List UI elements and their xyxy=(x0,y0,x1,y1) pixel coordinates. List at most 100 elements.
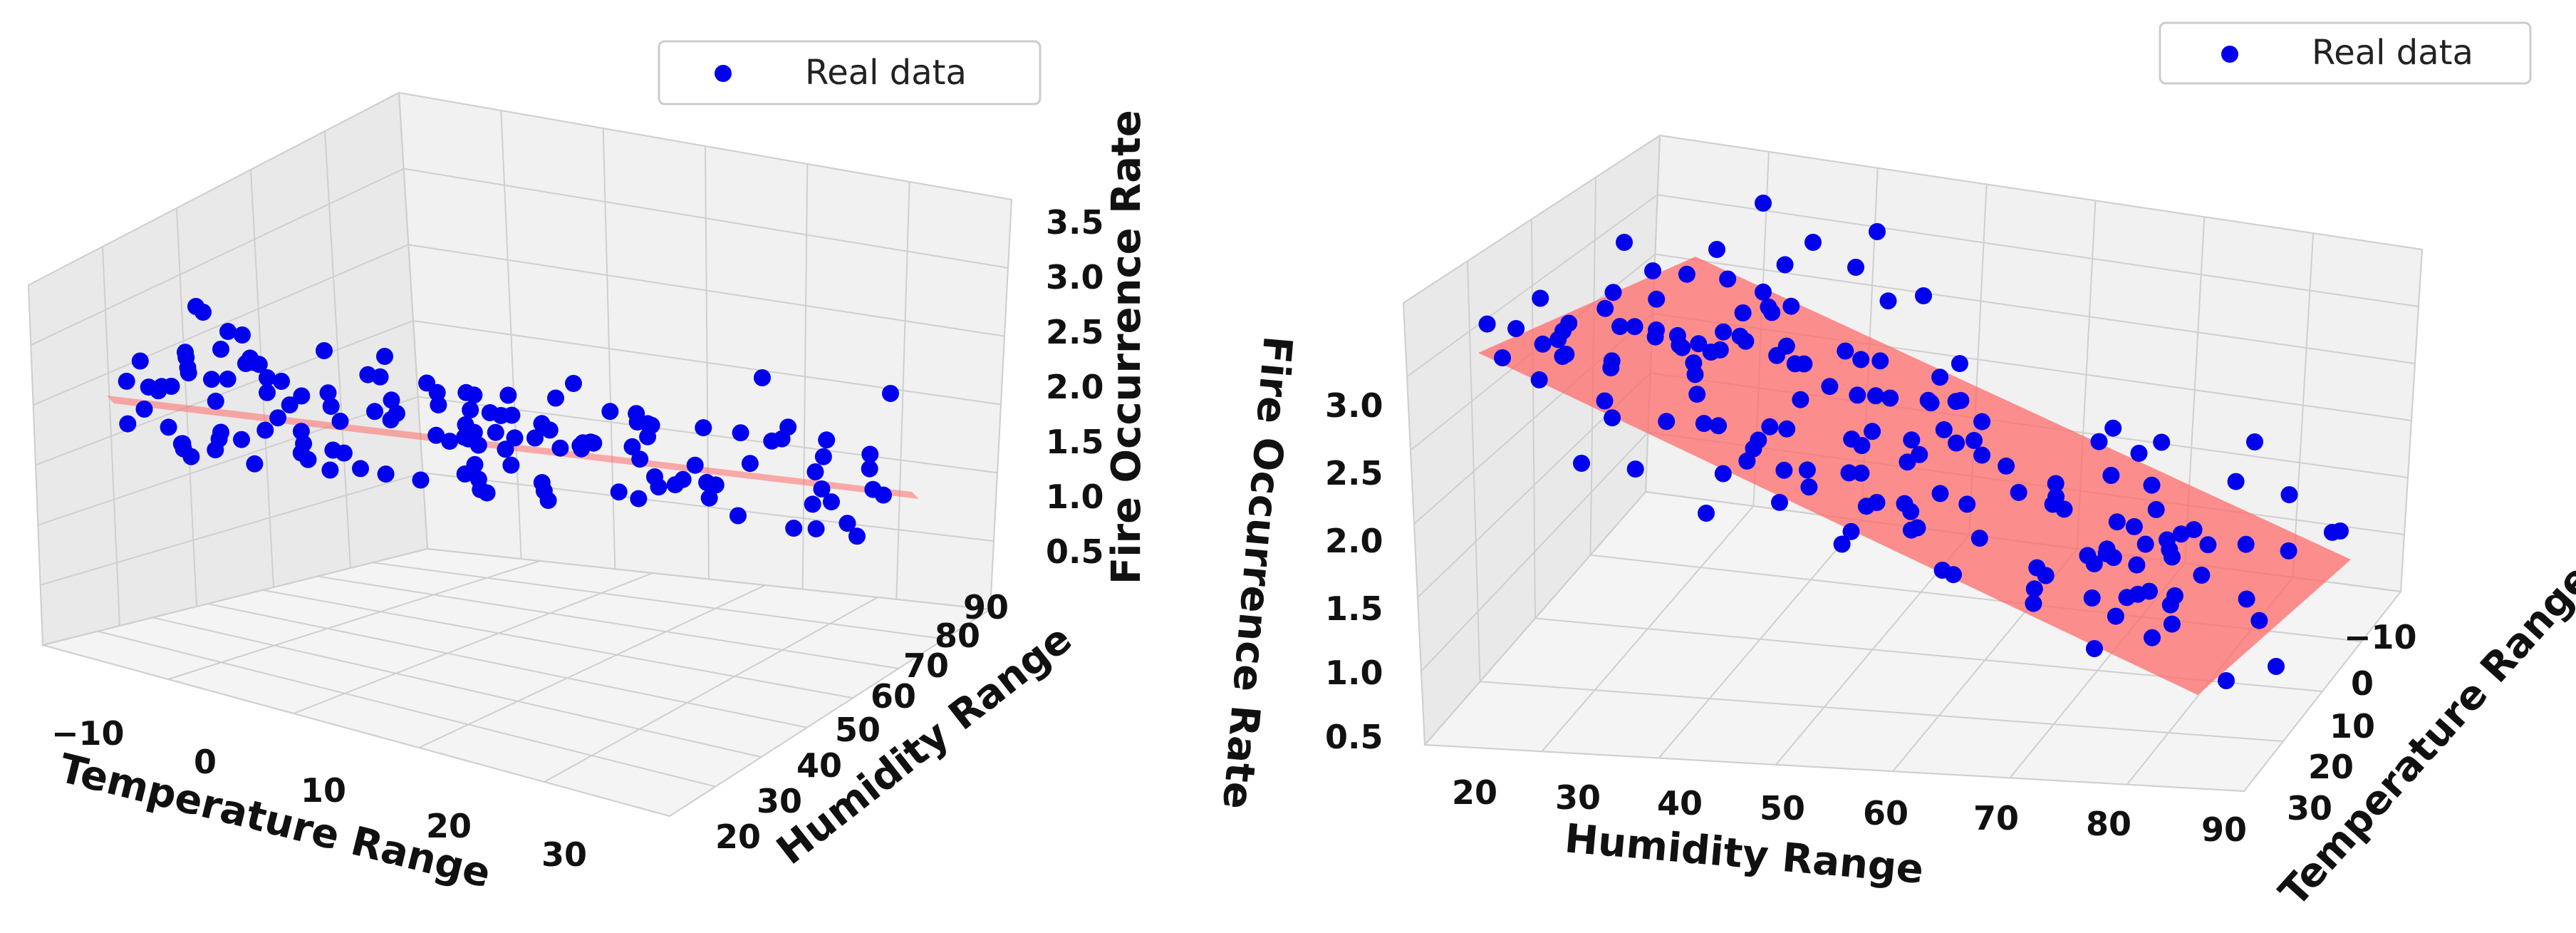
right-ztick: 3.0 xyxy=(1325,386,1383,425)
left-ztick: 0.5 xyxy=(1046,532,1104,571)
right-data-point xyxy=(1686,366,1704,383)
right-data-point xyxy=(2153,433,2171,451)
left-ztick: 3.5 xyxy=(1046,203,1104,242)
right-data-point xyxy=(1714,465,1732,483)
left-data-point xyxy=(643,416,660,434)
left-data-point xyxy=(864,480,882,498)
right-data-point xyxy=(1867,387,1884,405)
right-data-point xyxy=(2085,555,2103,572)
right-data-point xyxy=(1947,393,1965,411)
right-data-point xyxy=(1775,461,1793,479)
left-data-point xyxy=(763,432,781,450)
left-data-point xyxy=(418,374,436,392)
left-data-point xyxy=(806,463,824,480)
right-data-point xyxy=(1804,234,1822,251)
left-data-point xyxy=(469,436,487,454)
right-data-point xyxy=(1915,287,1932,304)
right-xtick: 20 xyxy=(1452,773,1497,812)
left-zlabel: Fire Occurrence Rate xyxy=(1103,110,1150,584)
right-data-point xyxy=(2102,467,2120,484)
right-data-point xyxy=(2143,476,2161,494)
right-data-point xyxy=(2166,587,2183,604)
right-zlabel: Fire Occurrence Rate xyxy=(1213,334,1301,811)
right-data-point xyxy=(1690,335,1708,353)
right-xtick: 30 xyxy=(1555,778,1601,817)
left-data-point xyxy=(118,372,135,390)
right-xtick: 40 xyxy=(1657,784,1703,823)
right-data-point xyxy=(2090,433,2108,450)
right-data-point xyxy=(1626,460,1644,478)
right-ytick: 10 xyxy=(2330,707,2375,746)
right-data-point xyxy=(2086,640,2103,657)
left-data-point xyxy=(601,403,619,421)
left-data-point xyxy=(729,507,747,525)
left-data-point xyxy=(376,348,393,365)
left-ytick: 80 xyxy=(935,617,980,655)
right-legend: Real data xyxy=(2159,21,2532,85)
left-data-point xyxy=(382,411,400,428)
left-data-point xyxy=(219,323,237,340)
right-data-point xyxy=(1710,417,1728,435)
right-data-point xyxy=(2227,473,2245,490)
right-data-point xyxy=(2185,521,2203,539)
right-data-point xyxy=(2268,658,2285,675)
right-data-point xyxy=(1530,371,1548,388)
right-data-point xyxy=(1902,502,1920,520)
right-data-point xyxy=(1768,346,1786,364)
left-legend-marker xyxy=(715,65,732,82)
left-grid xyxy=(28,92,1012,817)
right-data-point xyxy=(2144,629,2161,646)
right-data-point xyxy=(1847,259,1864,276)
left-data-point xyxy=(256,421,274,439)
left-data-point xyxy=(838,515,856,532)
right-data-point xyxy=(1778,420,1796,438)
left-ytick: 60 xyxy=(871,677,916,716)
left-data-point xyxy=(427,426,445,444)
right-data-point xyxy=(1958,495,1976,513)
left-ytick: 90 xyxy=(963,588,1009,627)
right-data-point xyxy=(1702,344,1720,361)
right-data-point xyxy=(1821,378,1839,396)
left-data-point xyxy=(259,383,276,401)
right-data-point xyxy=(1658,413,1676,431)
right-data-point xyxy=(1671,336,1688,354)
right-data-point xyxy=(1776,256,1794,274)
left-data-point xyxy=(506,429,524,447)
right-data-point xyxy=(1507,320,1525,337)
right-data-point xyxy=(1648,290,1666,308)
left-data-point xyxy=(539,492,557,510)
right-legend-label: Real data xyxy=(2312,33,2473,73)
right-data-point xyxy=(1998,457,2015,475)
right-data-point xyxy=(2028,559,2046,577)
right-data-point xyxy=(1763,304,1781,321)
right-data-point xyxy=(1534,335,1552,353)
left-data-point xyxy=(234,326,251,344)
right-data-point xyxy=(1911,445,1928,463)
left-data-point xyxy=(551,439,569,457)
left-xtick: 10 xyxy=(301,771,346,810)
right-data-point xyxy=(1678,265,1695,283)
left-ytick: 50 xyxy=(835,711,881,749)
right-data-point xyxy=(2047,475,2065,493)
left-data-point xyxy=(861,445,879,463)
left-data-point xyxy=(466,455,484,473)
right-data-point xyxy=(1715,323,1733,341)
left-data-point xyxy=(497,440,514,458)
left-data-point xyxy=(119,415,137,433)
right-data-point xyxy=(1837,342,1854,360)
right-data-point xyxy=(1604,284,1622,301)
right-data-point xyxy=(2159,531,2176,549)
left-data-point xyxy=(487,423,504,441)
right-data-point xyxy=(2280,486,2298,504)
right-data-point xyxy=(2238,590,2255,608)
right-data-point xyxy=(1554,348,1572,365)
right-data-point xyxy=(1573,455,1590,472)
right-data-point xyxy=(1795,355,1813,373)
left-data-point xyxy=(319,384,337,402)
right-data-point xyxy=(1965,432,1983,449)
right-data-point xyxy=(1616,234,1633,251)
right-data-point xyxy=(1879,292,1897,310)
left-data-point xyxy=(478,484,496,502)
chart-right: 20 30 40 50 60 70 80 90 −10 0 10 20 30 0… xyxy=(1213,21,2576,915)
